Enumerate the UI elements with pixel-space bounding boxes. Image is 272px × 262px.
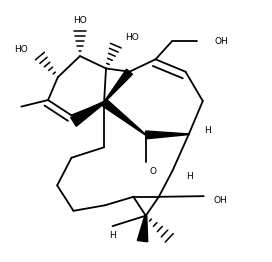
Text: OH: OH bbox=[214, 195, 227, 205]
Polygon shape bbox=[102, 99, 146, 135]
Polygon shape bbox=[71, 101, 105, 126]
Text: OH: OH bbox=[214, 37, 228, 46]
Text: O: O bbox=[150, 167, 157, 176]
Text: H: H bbox=[205, 126, 211, 135]
Text: H: H bbox=[109, 231, 116, 240]
Text: HO: HO bbox=[14, 45, 28, 54]
Text: H: H bbox=[186, 172, 193, 181]
Polygon shape bbox=[137, 216, 148, 242]
Polygon shape bbox=[104, 69, 132, 102]
Text: HO: HO bbox=[73, 17, 87, 25]
Polygon shape bbox=[146, 131, 189, 139]
Text: HO: HO bbox=[126, 33, 139, 42]
